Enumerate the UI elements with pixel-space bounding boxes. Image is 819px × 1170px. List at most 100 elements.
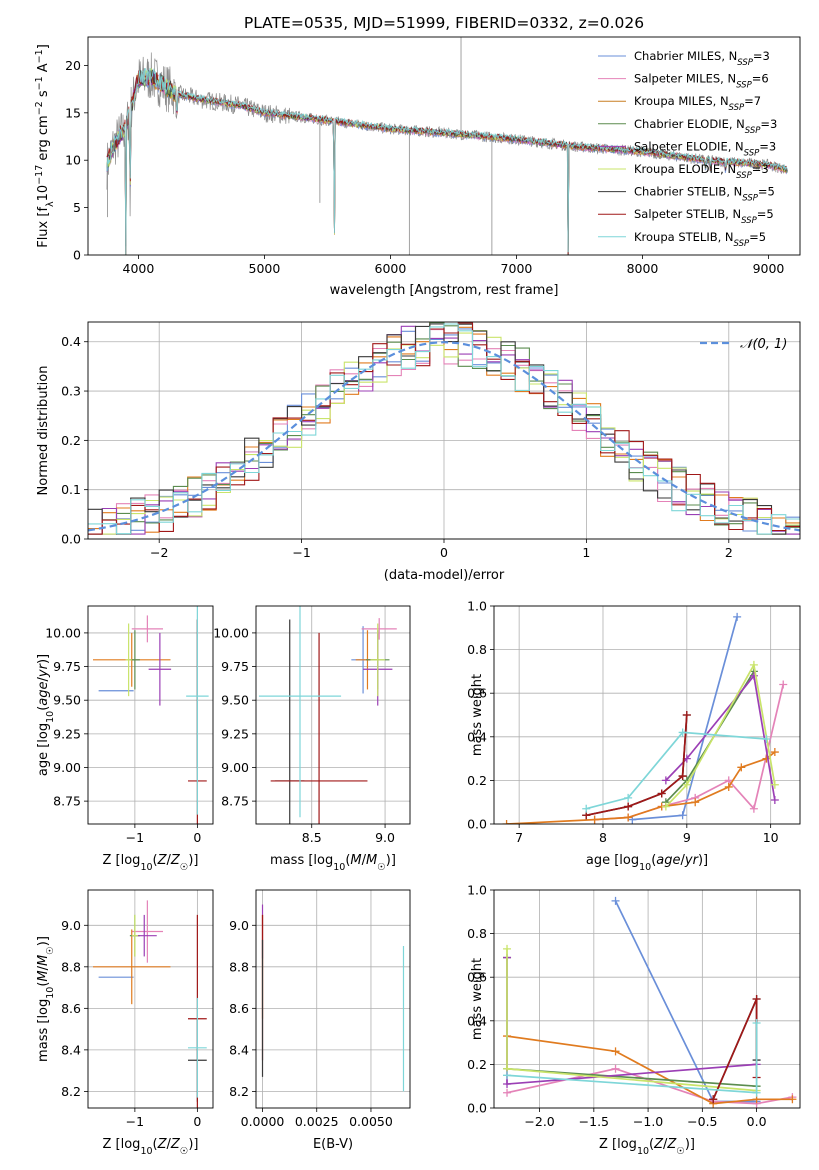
label-part: age [log — [586, 853, 639, 868]
x-tick-label: 8 — [599, 830, 607, 845]
model-spectrum — [106, 70, 788, 255]
legend-label-sub: SSP — [736, 171, 752, 181]
label-part: ☉ — [676, 1146, 685, 1157]
y-tick-label: 5 — [73, 200, 81, 215]
x-tick-label: 0 — [193, 1114, 201, 1129]
y-tick-label: 0.2 — [61, 433, 81, 448]
axes-frame — [87, 36, 801, 256]
x-tick-label: 1 — [582, 545, 590, 560]
label-part: −2 — [34, 101, 45, 115]
series-marker — [624, 793, 633, 802]
legend-label: Salpeter MILES, NSSP=6 — [634, 72, 769, 91]
y-axis-label: mass [log10(M/M☉)] — [36, 936, 56, 1062]
normal-reference-curve — [88, 341, 800, 532]
y-tick-label: 9.75 — [53, 659, 81, 674]
label-part: A — [36, 63, 51, 76]
series-marker — [724, 782, 733, 791]
error-bar — [93, 929, 171, 1005]
y-axis-label: Flux [fλ10−17 erg cm−2 s−1 A−1] — [34, 44, 56, 248]
y-tick-label: 0.4 — [467, 729, 487, 744]
label-part: Z [log — [103, 1137, 141, 1152]
label-part: M — [350, 853, 361, 868]
y-tick-label: 0.0 — [467, 1101, 487, 1116]
x-tick-label: −1.0 — [633, 1114, 663, 1129]
y-tick-label: 8.8 — [229, 959, 249, 974]
y-tick-label: 10.00 — [45, 625, 81, 640]
legend-label-base: Kroupa MILES, N — [634, 94, 729, 108]
label-part: ( — [345, 853, 350, 868]
error-bar — [148, 632, 172, 706]
y-tick-label: 9.00 — [53, 760, 81, 775]
y-tick-label: 0.1 — [61, 482, 81, 497]
legend-label-sub: SSP — [736, 81, 752, 91]
x-axis-label: Z [log10(Z/Z☉)] — [103, 853, 199, 873]
x-tick-label: −2.0 — [524, 1114, 554, 1129]
y-tick-label: 10.00 — [213, 625, 249, 640]
label-part: / — [167, 853, 172, 868]
legend-label: Kroupa ELODIE, NSSP=3 — [634, 162, 769, 181]
x-axis-label: age [log10(age/yr)] — [586, 853, 708, 873]
error-bar — [131, 615, 163, 643]
legend-label-base: Chabrier STELIB, N — [634, 185, 742, 199]
y-tick-label: 8.6 — [61, 1001, 81, 1016]
axes-frame — [87, 321, 801, 540]
label-part: ( — [153, 853, 158, 868]
series-marker — [661, 776, 670, 785]
label-part: ☉ — [180, 1146, 189, 1157]
series — [503, 1018, 761, 1097]
legend-label-sub: SSP — [734, 239, 750, 249]
series-line — [665, 662, 776, 808]
legend-label: Chabrier MILES, NSSP=3 — [634, 49, 770, 68]
error-bar — [125, 623, 132, 697]
y-tick-label: 0.3 — [61, 384, 81, 399]
x-axis-label: E(B-V) — [313, 1137, 353, 1152]
legend-label: Salpeter STELIB, NSSP=5 — [634, 207, 774, 226]
y-tick-label: 0 — [73, 248, 81, 263]
series — [503, 944, 761, 1095]
panel-weight-vs-metallicity: −2.0 −1.5 −1.0 −0.5 0.0 0.0 0.2 0.4 0.6 0.8 1.0 Z [… — [467, 883, 801, 1157]
label-part: ] — [36, 44, 51, 49]
label-part: −1 — [34, 49, 45, 63]
legend-label-tail: =3 — [752, 162, 769, 176]
series-marker — [503, 944, 512, 953]
y-tick-label: 0.0 — [467, 817, 487, 832]
series-marker — [752, 1018, 761, 1027]
y-tick-label: 0.2 — [467, 773, 487, 788]
label-part: 10 — [637, 1146, 649, 1157]
error-bars — [261, 904, 405, 1092]
series-marker — [770, 780, 779, 789]
legend-label-base: Kroupa ELODIE, N — [634, 162, 736, 176]
x-axis-label: Z [log10(Z/Z☉)] — [103, 1137, 199, 1157]
series — [582, 711, 691, 820]
legend-label: Chabrier STELIB, NSSP=5 — [634, 185, 775, 204]
x-tick-label: 0.0025 — [295, 1114, 339, 1129]
legend-label-base: Chabrier ELODIE, N — [634, 117, 745, 131]
y-tick-label: 8.6 — [229, 1001, 249, 1016]
series-line — [632, 616, 738, 821]
series-marker — [709, 1095, 718, 1104]
axes-frame — [493, 889, 801, 1109]
error-bars — [93, 606, 209, 824]
label-part: ( — [36, 982, 51, 987]
y-tick-label: 9.25 — [221, 726, 249, 741]
series-marker — [752, 1088, 761, 1097]
x-tick-label: 0 — [193, 830, 201, 845]
x-tick-label: 7000 — [501, 261, 533, 276]
error-bar — [370, 623, 386, 697]
legend-label-base: Kroupa STELIB, N — [634, 230, 734, 244]
label-part: ( — [649, 1137, 654, 1152]
label-part: / — [362, 853, 367, 868]
label-part: mass [log — [36, 999, 51, 1062]
series-line — [506, 1035, 793, 1105]
series-marker — [624, 802, 633, 811]
x-tick-label: 0.0000 — [241, 1114, 285, 1129]
label-part: Z — [653, 1137, 664, 1152]
series-line — [585, 731, 767, 810]
label-part: Z — [170, 853, 181, 868]
y-tick-label: 9.00 — [221, 760, 249, 775]
legend-label: Chabrier ELODIE, NSSP=3 — [634, 117, 777, 136]
series-marker — [503, 1088, 512, 1097]
x-tick-label: −1.5 — [579, 1114, 609, 1129]
